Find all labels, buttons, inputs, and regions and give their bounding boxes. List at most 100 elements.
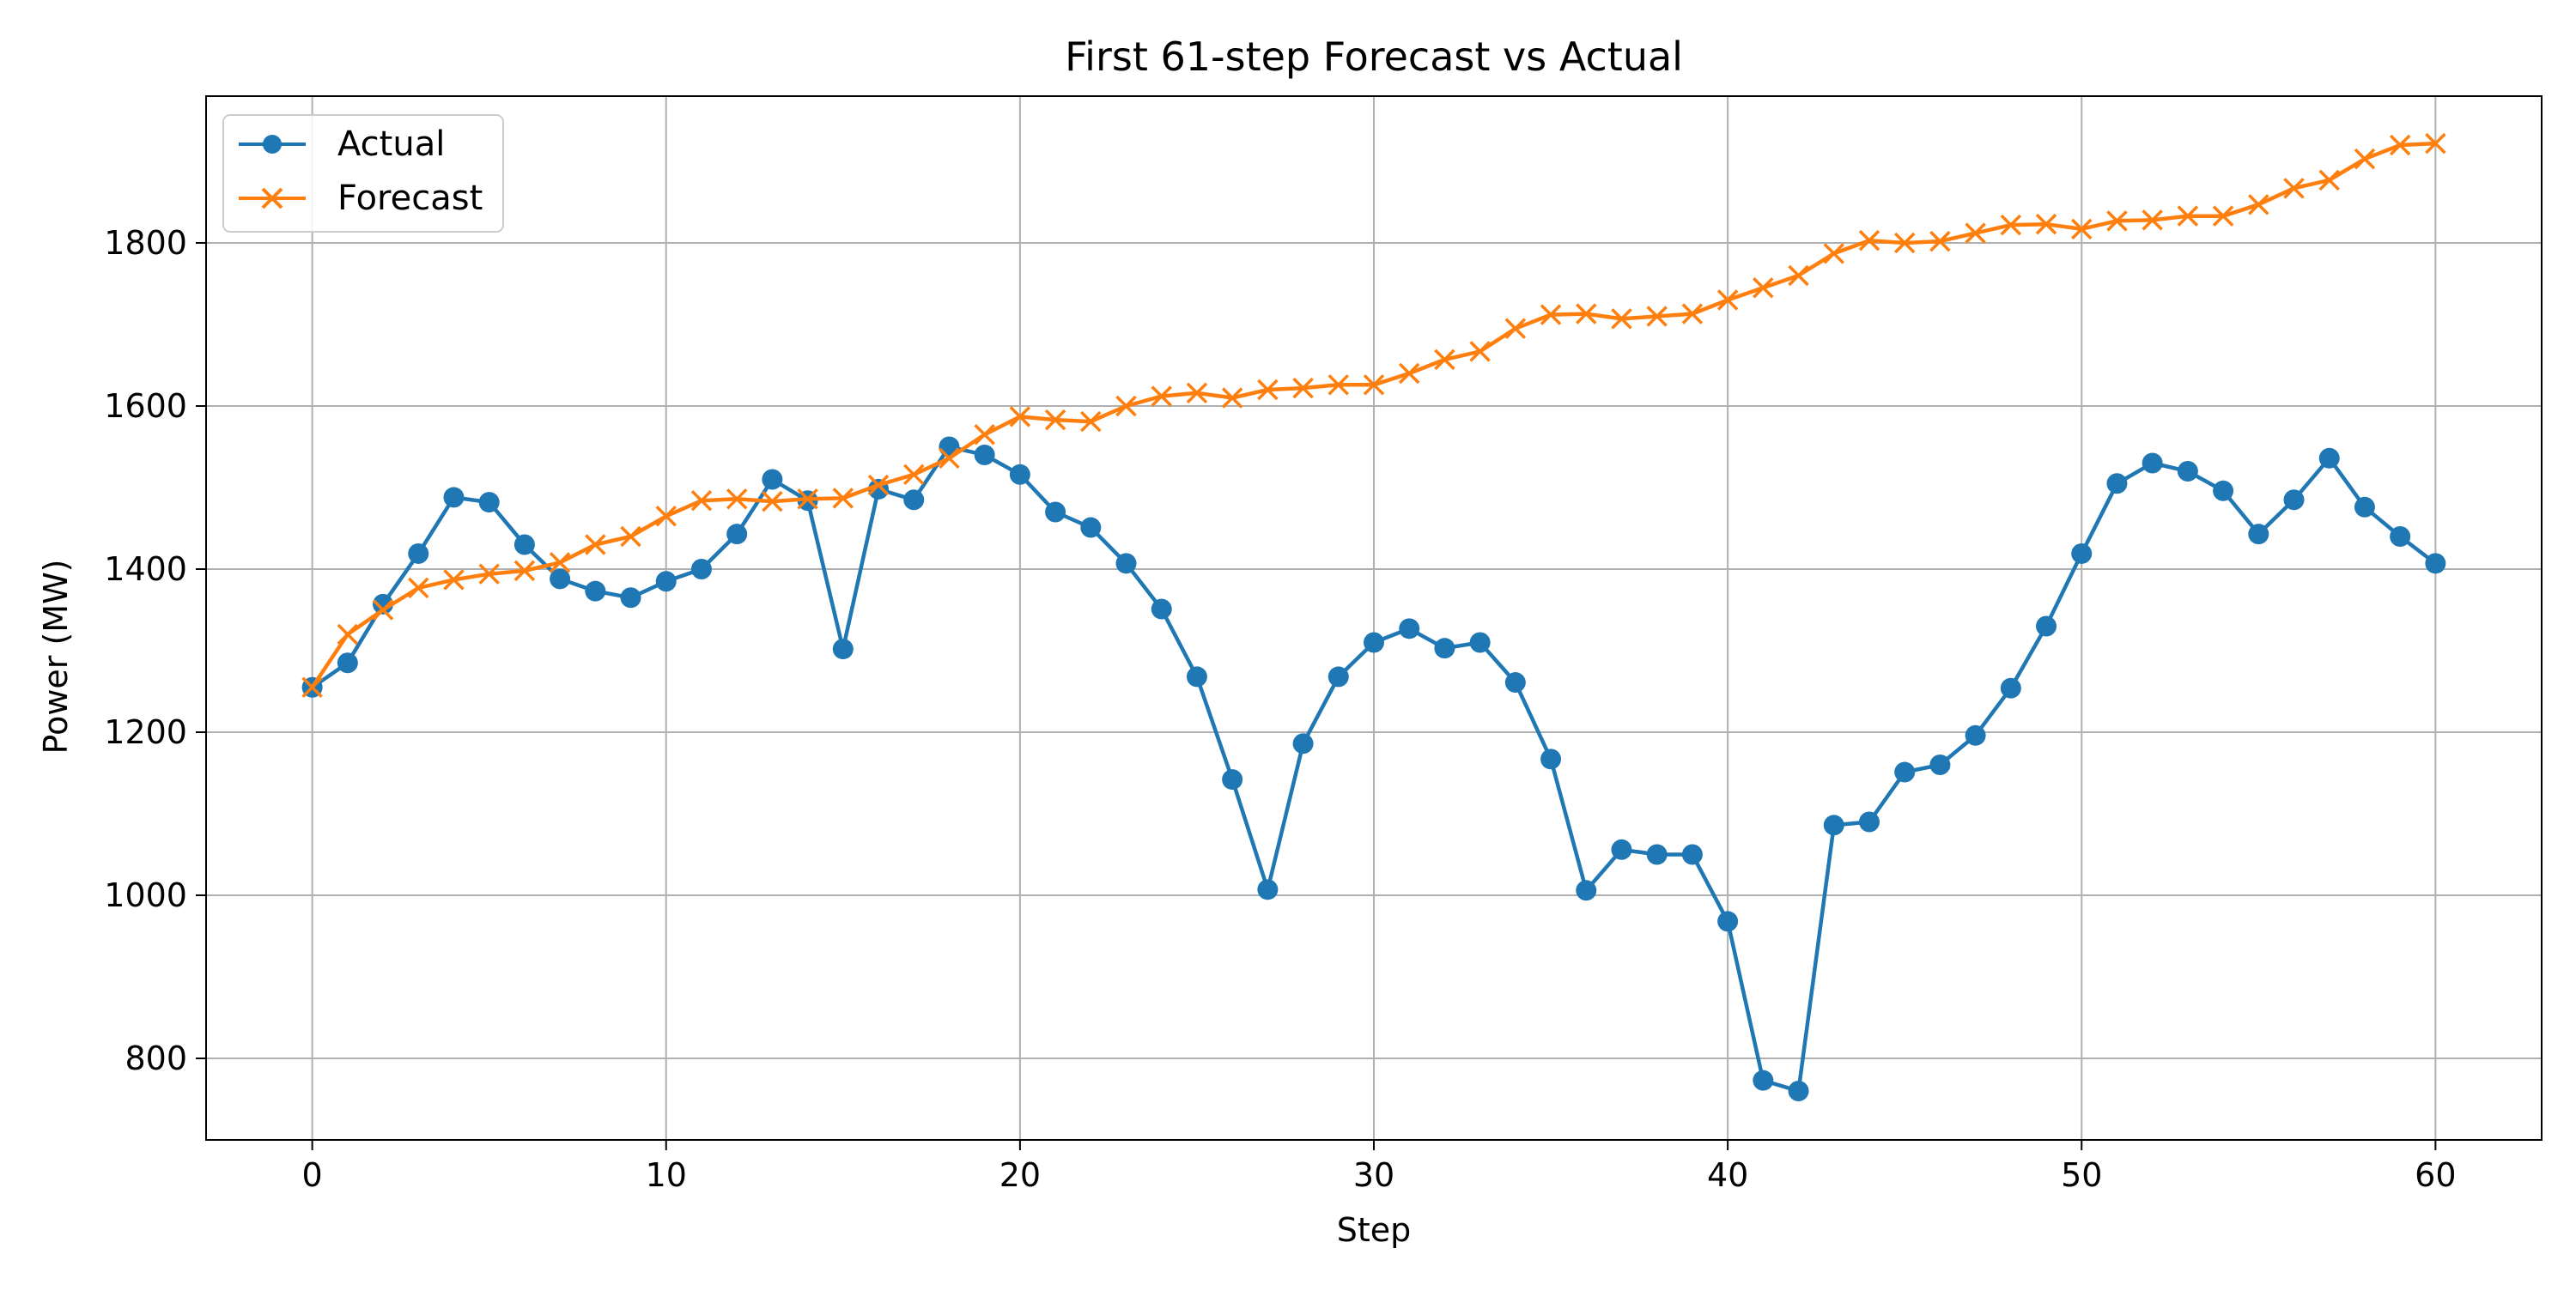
forecast-series — [301, 132, 2446, 698]
actual-point — [1611, 839, 1632, 860]
actual-point — [2036, 615, 2057, 637]
forecast-point — [903, 464, 925, 486]
x-tick-label: 30 — [1353, 1156, 1394, 1194]
actual-point — [726, 524, 748, 545]
forecast-point — [513, 560, 536, 582]
forecast-point — [1858, 229, 1880, 252]
forecast-point — [1576, 303, 1597, 324]
forecast-point — [372, 599, 394, 621]
forecast-point — [478, 563, 500, 585]
grid — [206, 96, 2542, 1140]
actual-point — [1292, 733, 1314, 755]
actual-point — [1434, 638, 1455, 659]
actual-point — [1681, 844, 1703, 865]
actual-point — [1080, 517, 1102, 538]
actual-point — [1364, 632, 1384, 653]
actual-point — [585, 580, 606, 602]
forecast-point — [1504, 318, 1527, 339]
actual-point — [1186, 666, 1207, 688]
forecast-point — [1221, 387, 1243, 409]
actual-point — [762, 469, 783, 490]
actual-point — [2071, 542, 2093, 564]
forecast-point — [1469, 341, 1491, 362]
series-layer — [301, 132, 2446, 1101]
forecast-point — [1398, 362, 1420, 385]
forecast-point — [2248, 194, 2269, 215]
actual-point — [408, 542, 429, 564]
forecast-point — [2000, 214, 2022, 236]
forecast-point — [1044, 409, 1066, 431]
actual-point — [832, 639, 854, 660]
chart-title: First 61-step Forecast vs Actual — [1065, 33, 1683, 80]
forecast-point — [762, 490, 783, 512]
forecast-point — [1823, 243, 1844, 264]
actual-point — [974, 445, 995, 465]
x-tick-label: 40 — [1707, 1156, 1748, 1194]
actual-point — [903, 489, 925, 511]
forecast-point — [2425, 132, 2446, 155]
actual-point — [2425, 553, 2446, 574]
forecast-point — [655, 506, 677, 527]
forecast-point — [337, 623, 359, 646]
forecast-point — [1151, 385, 1172, 407]
actual-point — [2390, 526, 2411, 547]
actual-point — [2283, 489, 2305, 511]
forecast-point — [301, 676, 323, 698]
forecast-point — [867, 474, 890, 496]
actual-point — [1646, 844, 1668, 865]
forecast-point — [832, 488, 854, 509]
legend-forecast-marker — [261, 187, 283, 209]
actual-point — [1717, 911, 1739, 932]
forecast-point — [2177, 205, 2199, 227]
y-tick-label: 1400 — [104, 550, 187, 588]
actual-series — [301, 436, 2446, 1101]
forecast-point — [1893, 232, 1916, 254]
actual-point — [550, 568, 571, 590]
forecast-point — [2389, 134, 2411, 156]
x-tick-label: 0 — [302, 1156, 323, 1194]
forecast-point — [939, 447, 960, 470]
actual-point — [620, 587, 641, 609]
actual-point — [690, 559, 712, 579]
forecast-point — [620, 525, 641, 548]
y-tick-label: 1800 — [104, 224, 187, 262]
forecast-point — [1257, 379, 1279, 401]
actual-point — [1540, 749, 1562, 770]
x-axis-label: Step — [1337, 1211, 1412, 1249]
forecast-point — [1753, 277, 1774, 299]
legend-forecast-label: Forecast — [337, 179, 483, 218]
forecast-point — [1327, 374, 1350, 396]
x-tick-label: 10 — [646, 1156, 687, 1194]
actual-point — [2213, 480, 2234, 501]
forecast-point — [1115, 395, 1137, 417]
legend: Actual Forecast — [222, 114, 504, 233]
y-tick-label: 1000 — [104, 876, 187, 914]
x-tick-label: 60 — [2415, 1156, 2456, 1194]
actual-point — [478, 492, 500, 513]
actual-point — [2106, 473, 2128, 494]
actual-point — [1469, 632, 1491, 653]
actual-point — [2354, 496, 2375, 518]
actual-point — [1858, 811, 1880, 833]
forecast-point — [2283, 178, 2305, 199]
forecast-point — [2106, 210, 2128, 232]
actual-point — [1115, 553, 1137, 574]
y-tick-label: 1600 — [104, 387, 187, 425]
forecast-point — [1681, 303, 1704, 324]
forecast-point — [408, 577, 429, 599]
forecast-point — [1788, 264, 1809, 287]
y-tick-label: 1200 — [104, 713, 187, 751]
actual-point — [337, 652, 358, 674]
y-axis-label: Power (MW) — [37, 560, 75, 755]
actual-point — [443, 487, 465, 508]
actual-point — [513, 534, 535, 555]
x-tick-label: 50 — [2061, 1156, 2102, 1194]
actual-point — [1222, 769, 1243, 791]
forecast-point — [2318, 169, 2340, 191]
forecast-point — [1186, 382, 1208, 404]
actual-point — [1823, 815, 1844, 836]
forecast-point — [690, 489, 713, 512]
actual-point — [1504, 672, 1526, 694]
